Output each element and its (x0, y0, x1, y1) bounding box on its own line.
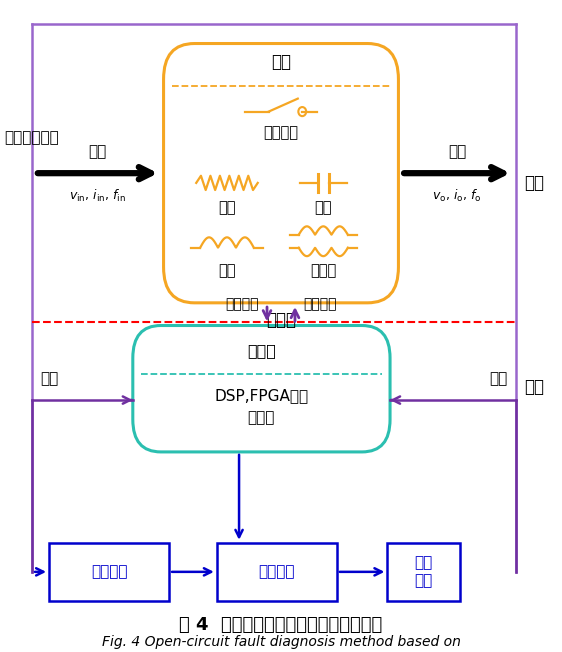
Text: 输出: 输出 (448, 144, 466, 159)
FancyBboxPatch shape (387, 542, 460, 601)
Text: 拓扑: 拓扑 (271, 53, 291, 70)
Text: 电力电子装置: 电力电子装置 (4, 130, 59, 145)
Text: 反馈: 反馈 (490, 371, 507, 386)
Text: 故障
位置: 故障 位置 (415, 555, 433, 589)
Text: 控制: 控制 (524, 378, 544, 396)
Text: 阈值比较: 阈值比较 (259, 565, 295, 580)
Text: $v_{\rm in}$, $i_{\rm in}$, $f_{\rm in}$: $v_{\rm in}$, $i_{\rm in}$, $f_{\rm in}$ (69, 187, 126, 203)
Text: 控制器: 控制器 (247, 343, 276, 358)
FancyBboxPatch shape (164, 44, 398, 303)
FancyBboxPatch shape (49, 542, 169, 601)
FancyBboxPatch shape (133, 325, 390, 452)
Text: 控制输出: 控制输出 (303, 297, 337, 312)
Text: 前馈: 前馈 (40, 371, 59, 386)
Text: 电容: 电容 (315, 200, 332, 215)
Text: 内部反馈: 内部反馈 (225, 297, 259, 312)
Text: 图 4  基于解析模型的开路故障诊断方法: 图 4 基于解析模型的开路故障诊断方法 (179, 616, 383, 634)
Text: 计算误差: 计算误差 (91, 565, 127, 580)
Text: 功率: 功率 (524, 174, 544, 192)
Text: 组件层: 组件层 (266, 311, 296, 329)
Text: $v_{\rm o}$, $i_{\rm o}$, $f_{\rm o}$: $v_{\rm o}$, $i_{\rm o}$, $f_{\rm o}$ (432, 187, 482, 203)
Text: 控制器: 控制器 (248, 410, 275, 425)
Text: Fig. 4 Open-circuit fault diagnosis method based on: Fig. 4 Open-circuit fault diagnosis meth… (102, 635, 460, 649)
FancyBboxPatch shape (217, 542, 337, 601)
Text: 开关设备: 开关设备 (264, 125, 298, 140)
Text: DSP,FPGA等微: DSP,FPGA等微 (214, 388, 309, 403)
Text: 电感: 电感 (218, 263, 235, 278)
Text: 电阻: 电阻 (218, 200, 235, 215)
Text: 变压器: 变压器 (310, 263, 337, 278)
Text: 输入: 输入 (89, 144, 107, 159)
